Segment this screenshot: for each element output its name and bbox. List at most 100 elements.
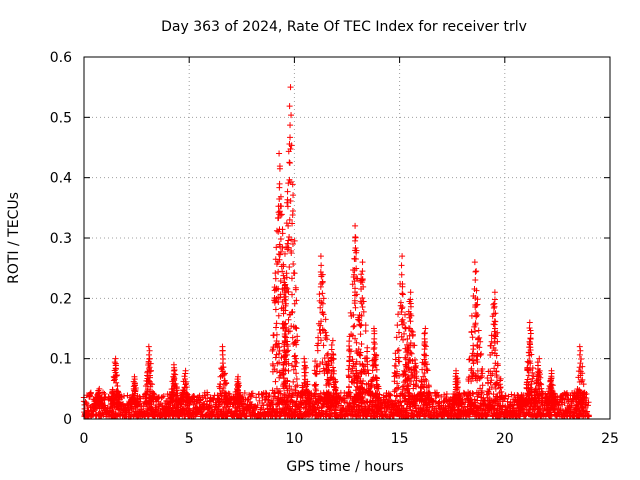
data-point	[262, 389, 269, 396]
x-axis-label: GPS time / hours	[286, 459, 403, 475]
data-point	[131, 373, 138, 380]
data-point	[288, 236, 295, 243]
data-point	[93, 400, 100, 407]
data-point	[289, 240, 296, 247]
data-point	[471, 396, 478, 403]
data-point	[178, 397, 185, 404]
data-point	[397, 399, 404, 406]
data-point	[143, 391, 150, 398]
data-point	[270, 332, 277, 339]
data-point	[112, 355, 119, 362]
data-point	[276, 241, 283, 248]
data-point	[271, 297, 278, 304]
data-point	[274, 360, 281, 367]
data-point	[127, 401, 134, 408]
data-point	[132, 397, 139, 404]
data-point	[180, 387, 187, 394]
data-point	[233, 397, 240, 404]
data-point	[219, 372, 226, 379]
data-point	[182, 378, 189, 385]
data-point	[147, 388, 154, 395]
data-point	[186, 400, 193, 407]
data-point	[502, 392, 509, 399]
data-point	[275, 350, 282, 357]
data-point	[248, 392, 255, 399]
data-point	[273, 227, 280, 234]
data-point	[263, 390, 270, 397]
data-point	[548, 413, 555, 420]
data-point	[272, 270, 279, 277]
data-point	[272, 378, 279, 385]
data-point	[114, 382, 121, 389]
data-point	[504, 398, 511, 405]
data-point	[254, 401, 261, 408]
data-point	[276, 347, 283, 354]
data-point	[237, 399, 244, 406]
data-point	[561, 399, 568, 406]
data-point	[146, 364, 153, 371]
data-point	[272, 354, 279, 361]
data-point	[275, 389, 282, 396]
data-point	[224, 394, 231, 401]
data-point	[284, 377, 291, 384]
data-point	[279, 230, 286, 237]
data-point	[206, 398, 213, 405]
data-point	[275, 294, 282, 301]
data-point	[585, 412, 592, 419]
data-point	[87, 389, 94, 396]
x-tick-label: 15	[391, 431, 409, 447]
data-point	[287, 134, 294, 141]
data-point	[109, 390, 116, 397]
data-point	[266, 392, 273, 399]
data-point	[221, 377, 228, 384]
data-point	[234, 393, 241, 400]
data-point	[247, 393, 254, 400]
data-point	[280, 325, 287, 332]
data-point	[276, 211, 283, 218]
data-point	[289, 207, 296, 214]
data-point	[288, 362, 295, 369]
data-point	[276, 226, 283, 233]
data-point	[111, 397, 118, 404]
y-tick-label: 0.2	[50, 291, 72, 307]
data-point	[292, 352, 299, 359]
data-point	[277, 236, 284, 243]
chart-title: Day 363 of 2024, Rate Of TEC Index for r…	[161, 19, 527, 35]
data-point	[197, 397, 204, 404]
data-point	[111, 359, 118, 366]
data-point	[181, 384, 188, 391]
data-point	[285, 180, 292, 187]
data-point	[275, 268, 282, 275]
data-point	[145, 378, 152, 385]
data-point	[575, 407, 582, 414]
data-point	[275, 251, 282, 258]
x-tick-label: 5	[185, 431, 194, 447]
data-point	[273, 385, 280, 392]
data-point	[446, 397, 453, 404]
data-point	[276, 180, 283, 187]
data-point	[275, 397, 282, 404]
data-point	[277, 277, 284, 284]
data-point	[113, 379, 120, 386]
data-point	[290, 378, 297, 385]
data-point	[283, 220, 290, 227]
data-point	[275, 340, 282, 347]
data-point	[584, 402, 591, 409]
data-point	[271, 287, 278, 294]
data-point	[273, 324, 280, 331]
data-point	[387, 392, 394, 399]
data-point	[181, 373, 188, 380]
data-point	[181, 394, 188, 401]
data-point	[501, 395, 508, 402]
data-point	[114, 401, 121, 408]
data-point	[145, 360, 152, 367]
data-point	[145, 343, 152, 350]
data-point	[170, 361, 177, 368]
data-point	[276, 196, 283, 203]
data-point	[269, 368, 276, 375]
data-point	[570, 397, 577, 404]
data-point	[223, 401, 230, 408]
x-tick-label: 10	[285, 431, 303, 447]
data-point	[285, 316, 292, 323]
